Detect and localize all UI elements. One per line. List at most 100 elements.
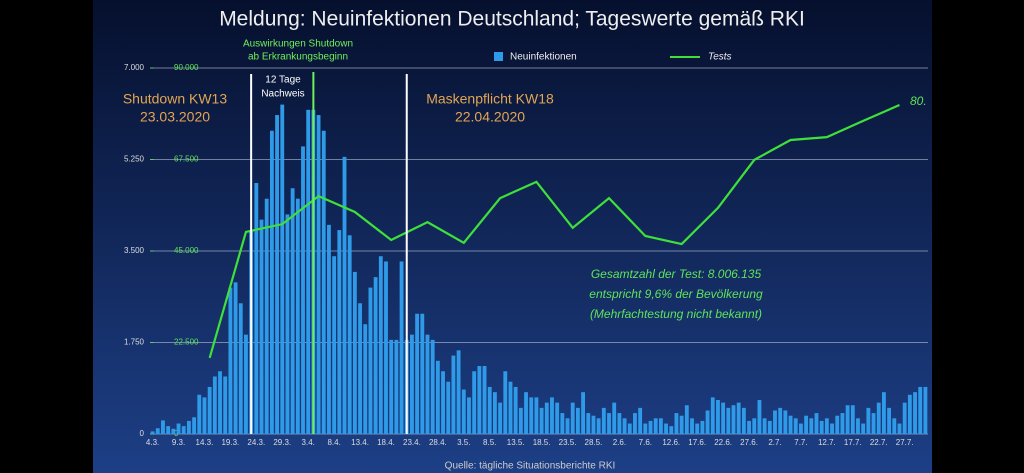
- bar: [778, 407, 783, 434]
- x-tick-label: 23.4.: [403, 438, 421, 447]
- annotation: Auswirkungen Shutdown: [243, 39, 353, 50]
- annotation: 22.04.2020: [455, 109, 525, 125]
- x-tick-label: 8.4.: [327, 438, 340, 447]
- bar: [850, 405, 855, 434]
- bar: [321, 130, 326, 434]
- bar: [368, 287, 373, 434]
- bar: [301, 146, 305, 434]
- bar: [684, 405, 689, 434]
- bar: [498, 402, 503, 434]
- bar: [747, 420, 751, 434]
- bar: [441, 371, 445, 434]
- x-tick-label: 9.3.: [172, 438, 185, 447]
- bar: [627, 423, 632, 434]
- bar: [306, 109, 311, 434]
- bar: [830, 423, 834, 434]
- x-tick-label: 28.5.: [585, 438, 603, 447]
- bar: [664, 423, 668, 434]
- bar: [638, 407, 643, 434]
- bar: [347, 235, 352, 434]
- x-tick-label: 14.3.: [196, 438, 214, 447]
- bar: [840, 413, 845, 434]
- bar: [690, 418, 694, 434]
- bar: [617, 413, 622, 434]
- bar: [799, 423, 803, 434]
- bar: [358, 303, 362, 434]
- bar: [518, 407, 523, 434]
- bar: [420, 313, 425, 434]
- bar: [430, 339, 435, 434]
- bar: [410, 334, 414, 434]
- bar: [612, 402, 617, 434]
- bar: [757, 400, 762, 434]
- x-tick-label: 17.7.: [844, 438, 862, 447]
- bar: [212, 376, 217, 434]
- legend: Neuinfektionen Tests: [494, 52, 732, 63]
- annotation: Maskenpflicht KW18: [426, 91, 554, 107]
- bar: [575, 407, 580, 434]
- bar: [161, 420, 165, 434]
- bar: [446, 381, 451, 434]
- bar: [902, 402, 907, 434]
- bar: [363, 324, 368, 434]
- bar: [793, 418, 798, 434]
- annotation: (Mehrfachtestung nicht bekannt): [590, 307, 762, 321]
- bar: [586, 413, 591, 434]
- bar: [467, 397, 471, 434]
- bar: [861, 423, 866, 434]
- legend-label: Tests: [708, 52, 732, 63]
- legend-label: Neuinfektionen: [510, 52, 577, 63]
- y2-tick-label: 45.000: [174, 246, 199, 255]
- bar: [275, 115, 279, 435]
- x-tick-label: 7.7.: [794, 438, 807, 447]
- x-tick-label: 3.5.: [457, 438, 470, 447]
- bar: [238, 303, 243, 434]
- bar: [633, 413, 637, 434]
- bar: [881, 392, 886, 434]
- bar: [804, 415, 809, 434]
- y2-tick-label: 22.500: [174, 338, 199, 347]
- bar: [601, 407, 606, 434]
- bar: [669, 426, 674, 434]
- bar: [788, 415, 793, 434]
- bar: [710, 397, 715, 434]
- bar: [643, 423, 648, 434]
- bar: [918, 386, 923, 434]
- bar: [674, 413, 679, 434]
- bar: [767, 420, 772, 434]
- bar: [731, 405, 736, 434]
- bar: [726, 407, 731, 434]
- bar: [814, 413, 819, 434]
- x-tick-label: 22.6.: [714, 438, 732, 447]
- bar: [534, 397, 539, 434]
- bar: [892, 418, 897, 434]
- annotation: ab Erkrankungsbeginn: [248, 52, 348, 63]
- bar: [186, 420, 191, 434]
- bar: [762, 418, 767, 434]
- bar: [695, 423, 700, 434]
- bar: [269, 130, 274, 434]
- bar: [337, 230, 342, 434]
- bar: [394, 339, 399, 434]
- bar: [783, 410, 788, 434]
- bar: [658, 418, 663, 434]
- bar: [259, 219, 264, 434]
- bar: [913, 392, 917, 434]
- bar: [550, 397, 554, 434]
- x-tick-label: 13.5.: [507, 438, 525, 447]
- bar: [352, 271, 357, 434]
- annotation: 12 Tage: [265, 75, 301, 86]
- bar: [700, 420, 705, 434]
- bar: [736, 402, 741, 434]
- bar: [332, 256, 337, 434]
- bar: [513, 386, 518, 434]
- bar: [482, 366, 487, 434]
- bar: [907, 394, 912, 434]
- bar: [166, 426, 171, 434]
- bar: [524, 392, 528, 434]
- x-tick-label: 17.6.: [688, 438, 706, 447]
- annotation: Nachweis: [261, 89, 304, 100]
- line: [208, 103, 900, 359]
- bar: [472, 371, 477, 434]
